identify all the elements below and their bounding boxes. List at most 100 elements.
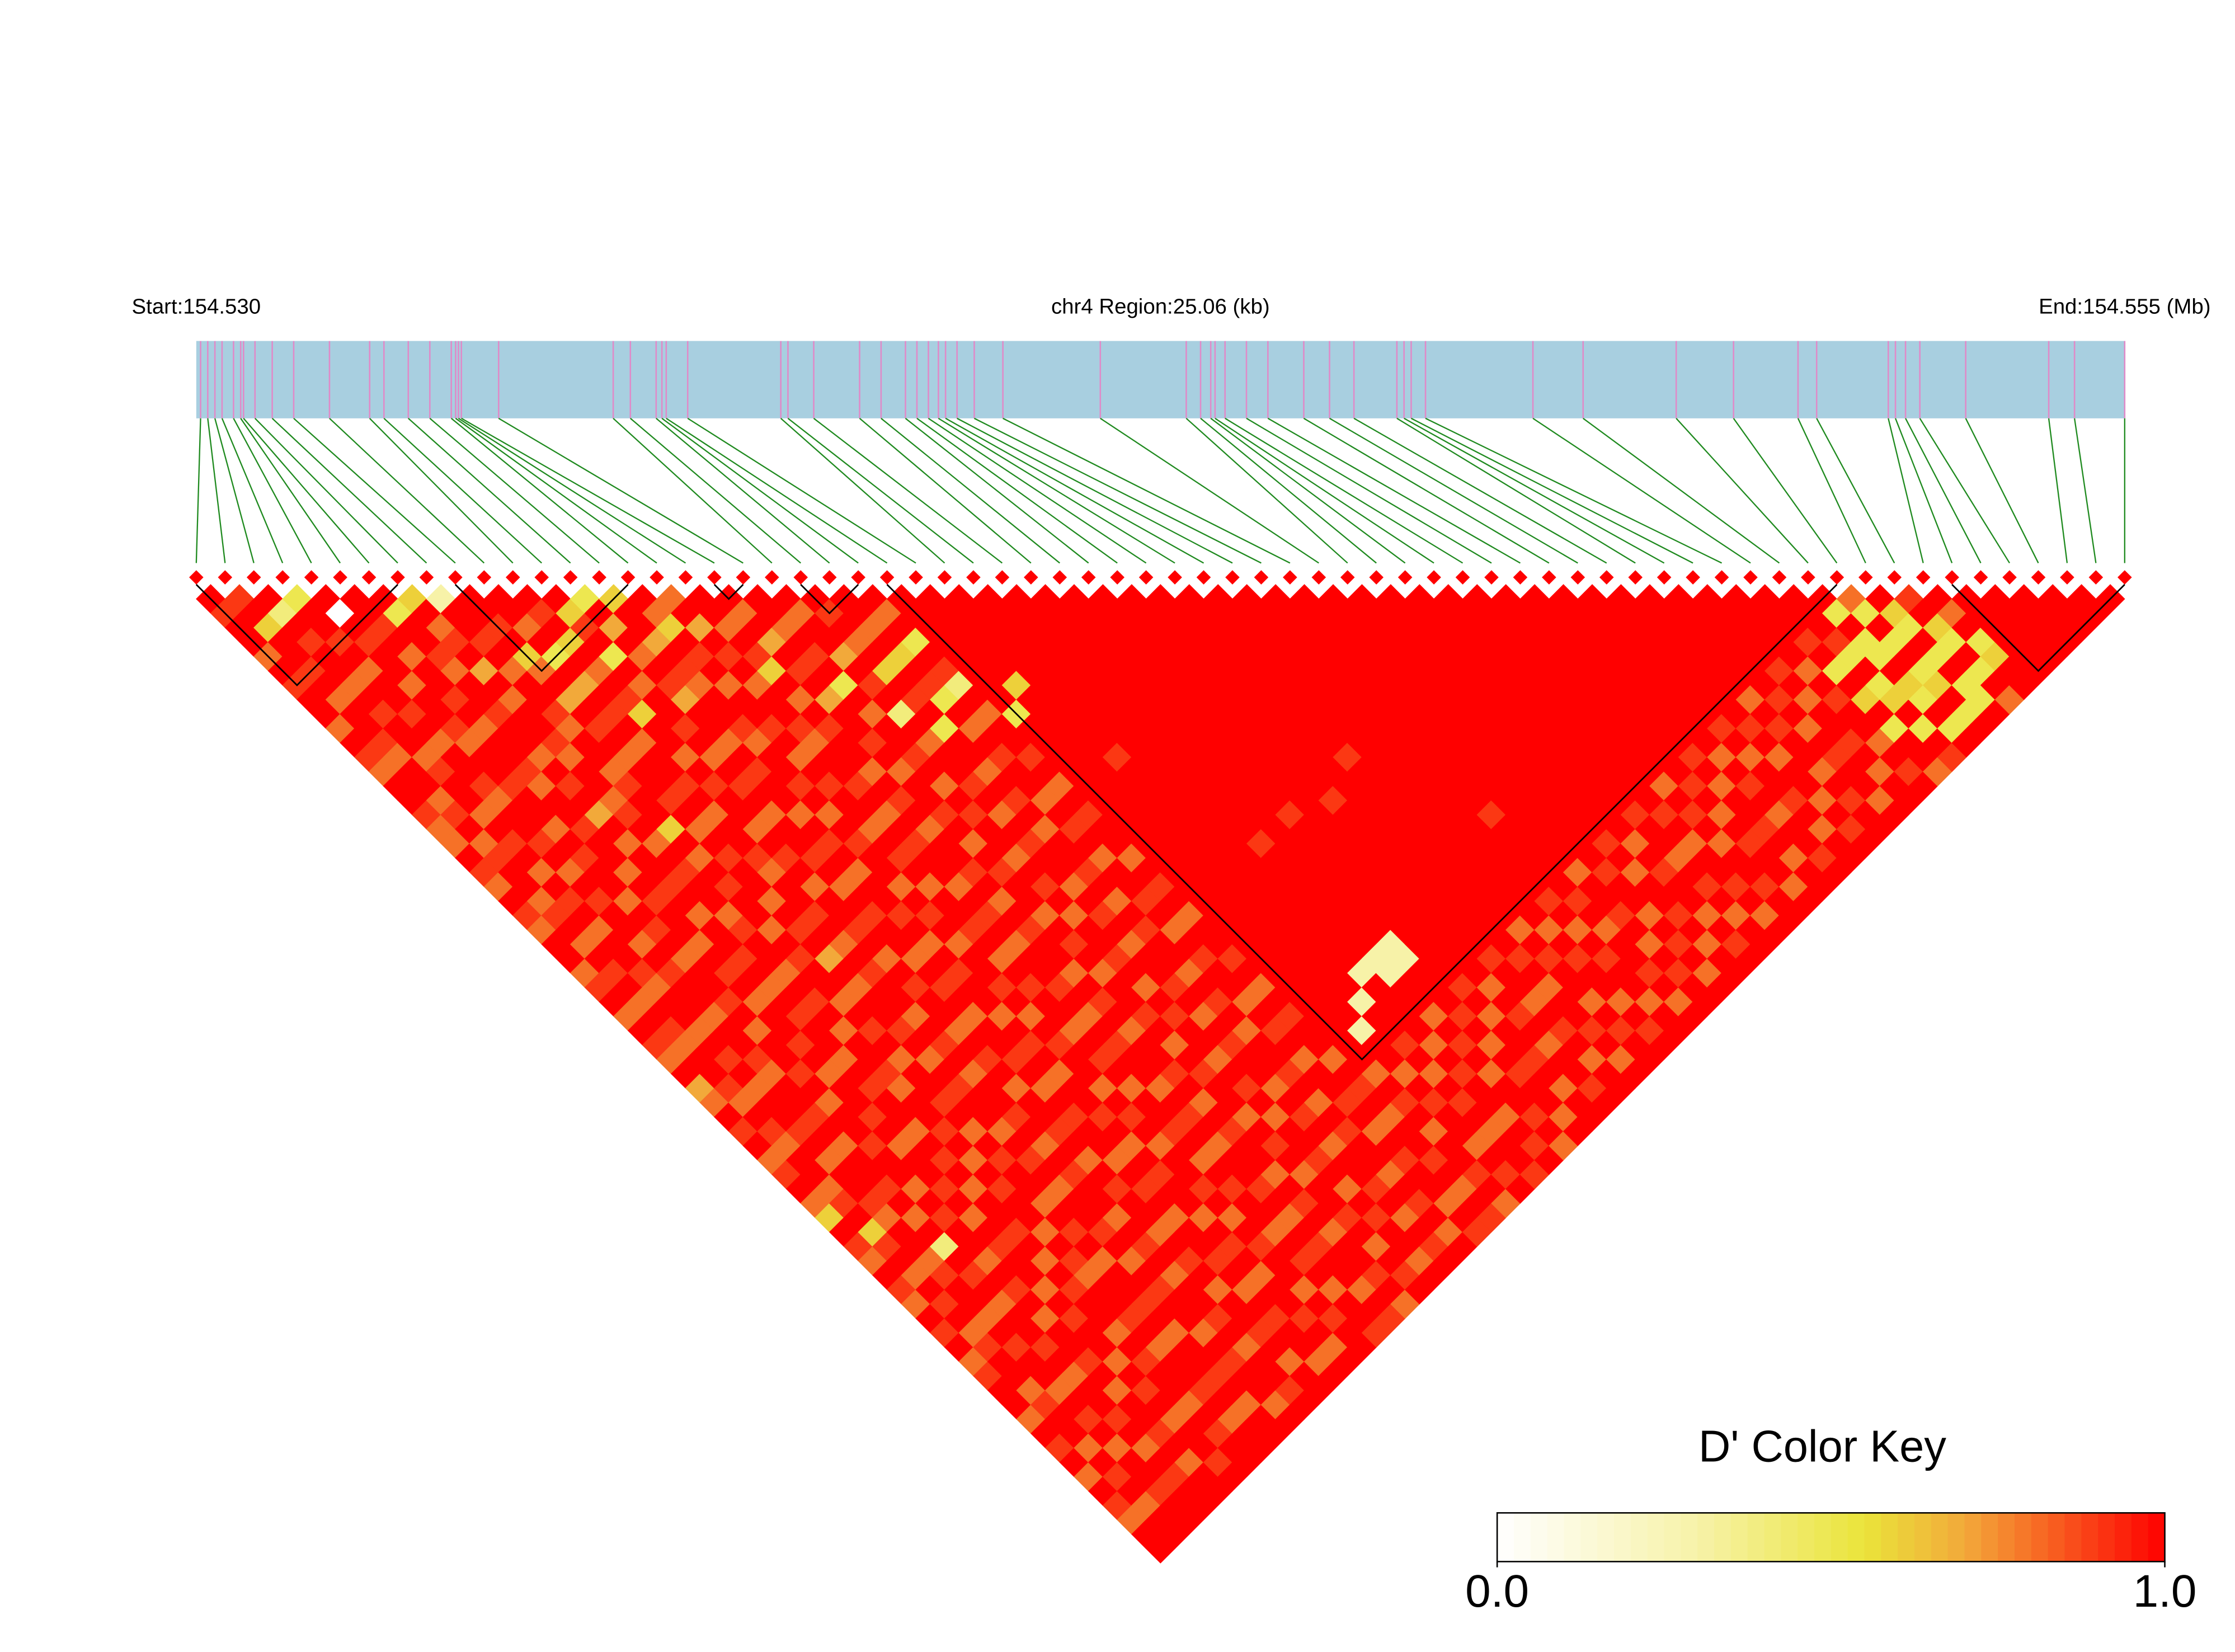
snp-connector: [859, 417, 1032, 564]
snp-connector: [383, 417, 542, 564]
snp-marker: [592, 570, 606, 585]
color-key-tick-label: 0.0: [1465, 1566, 1529, 1617]
snp-marker: [678, 570, 693, 585]
snp-connector: [1905, 418, 1982, 563]
snp-marker: [851, 570, 865, 585]
color-key-step: [1831, 1513, 1848, 1562]
color-key-step: [1964, 1513, 1982, 1562]
snp-connector: [2073, 418, 2097, 563]
snp-connector: [450, 417, 629, 564]
snp-connector: [787, 417, 974, 564]
snp-connector: [1215, 417, 1434, 564]
snp-marker: [879, 570, 895, 585]
end-label: End:154.555 (Mb): [2039, 295, 2210, 319]
snp-marker: [1369, 570, 1384, 585]
snp-marker: [505, 570, 520, 585]
snp-marker: [995, 570, 1010, 585]
color-key-step: [2081, 1513, 2099, 1562]
snp-connector: [1676, 418, 1809, 564]
snp-connector: [293, 417, 456, 564]
snp-connector: [1303, 417, 1550, 564]
snp-connector: [271, 417, 427, 564]
snp-connector: [1410, 417, 1693, 564]
snp-connector: [973, 417, 1262, 564]
snp-marker: [563, 570, 578, 585]
color-key-step: [1530, 1513, 1548, 1562]
snp-connector: [656, 417, 830, 564]
color-key-step: [2031, 1513, 2049, 1562]
snp-connector: [1894, 418, 1953, 563]
snp-marker: [2088, 570, 2104, 585]
color-key-step: [1798, 1513, 1815, 1562]
snp-marker: [448, 570, 463, 585]
snp-marker: [707, 570, 722, 585]
position-bar: [196, 341, 2125, 418]
snp-connector: [329, 417, 485, 564]
snp-marker: [966, 570, 981, 585]
snp-connector: [687, 417, 916, 564]
snp-marker: [1081, 570, 1096, 585]
color-key-step: [1781, 1513, 1799, 1562]
snp-connector: [1267, 417, 1521, 564]
snp-connector: [1797, 418, 1866, 563]
snp-connector: [1532, 417, 1751, 564]
snp-connector: [221, 418, 284, 563]
snp-marker: [2060, 570, 2074, 585]
ld-block-outline: [454, 583, 629, 672]
color-key-step: [1513, 1513, 1531, 1562]
color-key-step: [2048, 1513, 2065, 1562]
snp-connector: [254, 417, 398, 564]
color-key-tick-label: 1.0: [2133, 1566, 2197, 1617]
color-key-title: D' Color Key: [1698, 1422, 1946, 1471]
color-key-step: [1947, 1513, 1965, 1562]
color-key-step: [1630, 1513, 1648, 1562]
snp-connector: [957, 417, 1233, 564]
snp-connector: [1404, 417, 1665, 564]
color-key-step: [1664, 1513, 1682, 1562]
snp-connector: [455, 417, 657, 564]
color-key-step: [1580, 1513, 1598, 1562]
snp-marker: [1398, 570, 1413, 585]
color-key-step: [1814, 1513, 1832, 1562]
color-key-step: [1714, 1513, 1731, 1562]
snp-marker: [1916, 570, 1931, 585]
snp-connector: [240, 418, 341, 564]
color-key-step: [1864, 1513, 1882, 1562]
snp-connector: [780, 417, 945, 564]
color-key-step: [1998, 1513, 2016, 1562]
snp-connector: [408, 417, 571, 564]
snp-marker: [1513, 570, 1528, 585]
snp-marker: [1801, 570, 1815, 585]
snp-marker: [1772, 570, 1787, 585]
snp-connector: [1225, 417, 1464, 564]
snp-connector: [945, 417, 1204, 564]
snp-connector: [1733, 418, 1838, 564]
color-key-step: [1881, 1513, 1899, 1562]
snp-marker: [1225, 570, 1240, 585]
snp-marker: [1052, 570, 1067, 585]
snp-marker: [650, 570, 664, 585]
snp-marker: [390, 570, 405, 585]
snp-connector: [1888, 418, 1924, 563]
snp-marker: [2002, 570, 2017, 585]
snp-marker: [764, 570, 779, 585]
snp-marker: [419, 570, 434, 585]
snp-marker: [1484, 570, 1499, 585]
color-key-step: [1564, 1513, 1582, 1562]
snp-connector: [938, 417, 1175, 564]
color-key-step: [1764, 1513, 1782, 1562]
snp-marker: [246, 570, 261, 585]
snp-marker: [1829, 570, 1845, 585]
snp-connector: [881, 417, 1060, 564]
snp-marker: [736, 570, 751, 585]
ld-block-outline: [713, 583, 744, 600]
start-label: Start:154.530: [132, 295, 261, 319]
snp-marker: [937, 570, 952, 585]
snp-marker: [1311, 570, 1326, 585]
snp-connector: [813, 417, 1003, 564]
snp-connector: [458, 417, 686, 564]
color-key-step: [1981, 1513, 1999, 1562]
snp-connector: [1003, 417, 1291, 564]
color-key-step: [1747, 1513, 1765, 1562]
